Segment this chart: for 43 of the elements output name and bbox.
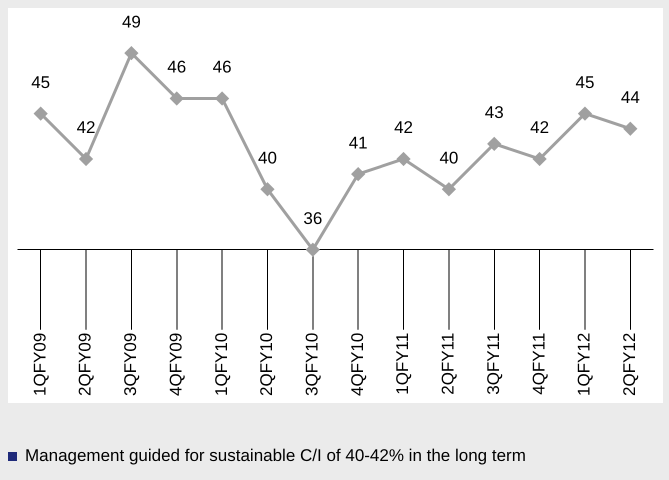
data-label: 41: [348, 133, 368, 152]
x-tick-label: 1QFY09: [30, 332, 50, 396]
data-label: 36: [303, 208, 322, 228]
data-label: 45: [576, 72, 594, 92]
x-tick-label: 3QFY10: [302, 332, 322, 396]
data-label: 49: [122, 12, 141, 32]
point: [34, 107, 48, 120]
point: [260, 182, 274, 196]
data-label: 42: [76, 118, 96, 138]
x-tick-label: 1QFY11: [393, 332, 412, 395]
x-tick-label: 1QFY10: [212, 332, 231, 396]
x-tick-label: 2QFY09: [76, 332, 95, 396]
point: [624, 122, 637, 136]
x-tick-label: 4QFY11: [529, 332, 548, 395]
data-label: 40: [439, 148, 458, 168]
data-label: 42: [530, 118, 550, 138]
data-label: 46: [167, 58, 186, 77]
x-tick-label: 3QFY09: [121, 332, 140, 396]
point: [578, 107, 592, 120]
data-label: 43: [484, 103, 504, 122]
x-tick-label: 1QFY12: [574, 332, 594, 396]
point: [488, 137, 501, 150]
x-tick-label: 2QFY10: [257, 332, 276, 396]
x-tick-label: 3QFY11: [484, 332, 503, 395]
point: [397, 152, 410, 166]
point: [216, 92, 229, 105]
data-label: 44: [620, 88, 640, 107]
point: [306, 243, 320, 256]
data-label: 42: [394, 118, 413, 138]
x-tick-label: 4QFY10: [348, 332, 367, 396]
data-label: 45: [31, 72, 50, 92]
data-label: 40: [258, 148, 277, 168]
point: [352, 168, 365, 181]
x-tick-label: 2QFY11: [438, 332, 458, 395]
point: [442, 182, 456, 196]
text: Management guided for sustainable C/I of 40-42% in the long term: [25, 446, 526, 466]
x-tick-label: 4QFY09: [166, 332, 186, 396]
x-tick-label: 2QFY12: [620, 332, 640, 396]
point: [170, 92, 184, 105]
point: [80, 152, 93, 166]
point: [124, 46, 138, 60]
data-label: 46: [212, 58, 232, 77]
point: [533, 152, 546, 166]
